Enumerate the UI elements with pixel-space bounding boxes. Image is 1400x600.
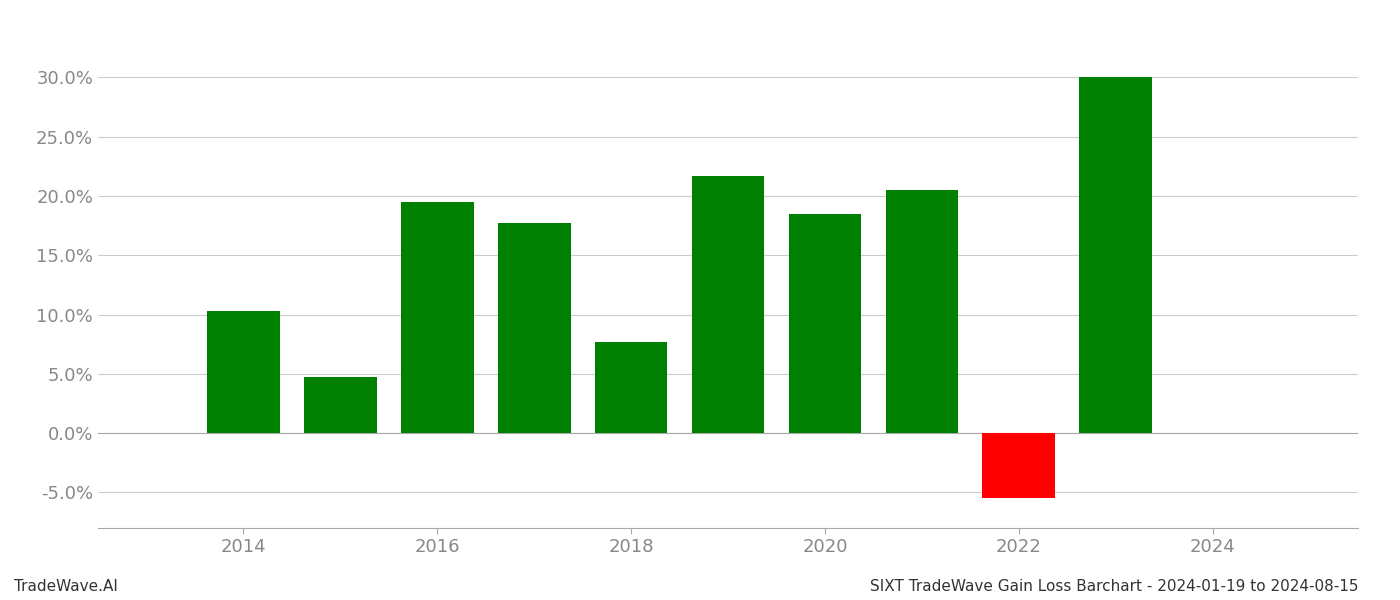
Bar	[400, 202, 473, 433]
Bar	[692, 176, 764, 433]
Text: SIXT TradeWave Gain Loss Barchart - 2024-01-19 to 2024-08-15: SIXT TradeWave Gain Loss Barchart - 2024…	[869, 579, 1358, 594]
Bar	[207, 311, 280, 433]
Text: TradeWave.AI: TradeWave.AI	[14, 579, 118, 594]
Bar	[788, 214, 861, 433]
Bar	[886, 190, 958, 433]
Bar	[498, 223, 571, 433]
Bar	[983, 433, 1056, 499]
Bar	[595, 342, 668, 433]
Bar	[1079, 77, 1152, 433]
Bar	[304, 377, 377, 433]
